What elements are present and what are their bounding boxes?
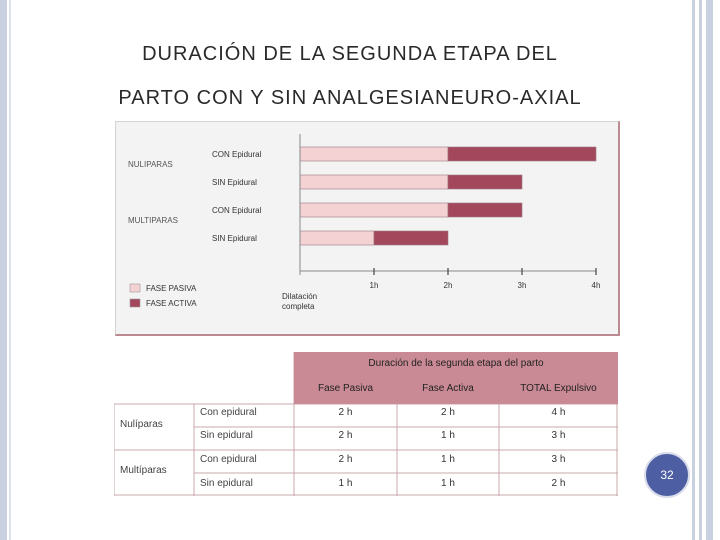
slide-title: DURACIÓN DE LA SEGUNDA ETAPA DEL PARTO C… bbox=[30, 32, 670, 120]
right-rail-decoration-thin bbox=[699, 0, 702, 540]
table-cell: 1 h bbox=[441, 430, 455, 441]
category-label: CON Epidural bbox=[212, 150, 262, 159]
table-cell: 4 h bbox=[551, 407, 566, 418]
column-header-fase-activa: Fase Activa bbox=[422, 383, 474, 394]
legend-label: FASE ACTIVA bbox=[146, 299, 197, 308]
left-rail-decoration bbox=[0, 0, 7, 540]
row-label: Con epidural bbox=[200, 407, 257, 418]
column-header-fase-pasiva: Fase Pasiva bbox=[317, 383, 374, 394]
right-rail-decoration-wide bbox=[706, 0, 713, 540]
table-cell: 3 h bbox=[551, 454, 566, 465]
slide-title-line-2: PARTO CON Y SIN ANALGESIANEURO-AXIAL bbox=[118, 87, 582, 109]
table-cell: 2 h bbox=[338, 407, 353, 418]
right-rail-decoration bbox=[692, 0, 695, 540]
bar-segment-fase-activa bbox=[373, 230, 449, 246]
table-title: Duración de la segunda etapa del parto bbox=[368, 358, 544, 369]
stacked-bar-chart: NULIPARAS MULTIPARAS CON Epidural SIN Epidu… bbox=[128, 134, 601, 311]
group-label: NULIPARAS bbox=[128, 160, 173, 169]
x-tick-label: 4h bbox=[592, 281, 601, 290]
category-label: CON Epidural bbox=[212, 206, 262, 215]
category-label: SIN Epidural bbox=[212, 234, 257, 243]
category-label: SIN Epidural bbox=[212, 178, 257, 187]
table-cell: 2 h bbox=[338, 454, 353, 465]
table-cell: 2 h bbox=[441, 407, 455, 418]
duration-table: Duración de la segunda etapa del parto F… bbox=[114, 352, 618, 496]
table-cell: 3 h bbox=[551, 430, 566, 441]
table-cell: 1 h bbox=[338, 478, 353, 489]
slide-title-line-1: DURACIÓN DE LA SEGUNDA ETAPA DEL bbox=[142, 43, 558, 65]
bar-segment-fase-pasiva bbox=[299, 146, 449, 162]
x-axis-title-line-2: completa bbox=[282, 302, 315, 311]
legend-swatch bbox=[129, 298, 141, 308]
table-cell: 1 h bbox=[441, 454, 455, 465]
table-cell: 1 h bbox=[441, 478, 455, 489]
group-label-multiparas: Multíparas bbox=[120, 465, 167, 476]
row-label: Sin epidural bbox=[200, 478, 253, 489]
x-tick-label: 1h bbox=[370, 281, 379, 290]
page-number-badge: 32 bbox=[644, 452, 690, 498]
column-header-total-expulsivo: TOTAL Expulsivo bbox=[520, 383, 597, 394]
bar-segment-fase-activa bbox=[447, 146, 597, 162]
row-label: Sin epidural bbox=[200, 430, 253, 441]
bar-segment-fase-activa bbox=[447, 174, 523, 190]
legend-swatch bbox=[129, 283, 141, 293]
bar-segment-fase-pasiva bbox=[299, 230, 375, 246]
table-cell: 2 h bbox=[338, 430, 353, 441]
table-cell: 2 h bbox=[551, 478, 566, 489]
group-label: MULTIPARAS bbox=[128, 216, 178, 225]
x-tick-label: 3h bbox=[518, 281, 527, 290]
x-tick-label: 2h bbox=[444, 281, 453, 290]
bar-segment-fase-pasiva bbox=[299, 202, 449, 218]
table-header-background bbox=[294, 352, 618, 404]
group-label-nuliparas: Nulíparas bbox=[120, 419, 163, 430]
bar-segment-fase-pasiva bbox=[299, 174, 449, 190]
bar-segment-fase-activa bbox=[447, 202, 523, 218]
x-axis-title-line-1: Dilatación bbox=[282, 292, 317, 301]
legend-label: FASE PASIVA bbox=[146, 284, 197, 293]
chart-panel: NULIPARAS MULTIPARAS CON Epidural SIN Epidu… bbox=[115, 121, 620, 336]
left-rail-decoration-thin bbox=[9, 0, 11, 540]
row-label: Con epidural bbox=[200, 454, 257, 465]
